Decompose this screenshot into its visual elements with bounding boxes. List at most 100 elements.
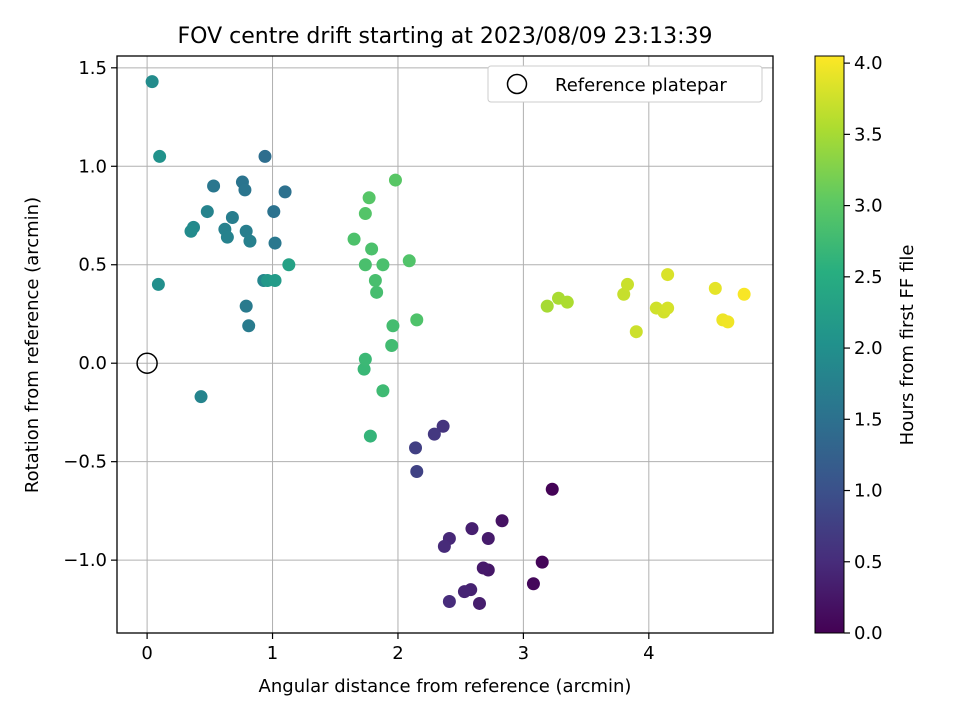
data-point: [545, 482, 559, 496]
data-point: [145, 75, 159, 89]
data-point: [457, 585, 471, 599]
colorbar-tick-label: 3.0: [854, 196, 883, 217]
data-point: [737, 287, 751, 301]
y-tick-label: −0.5: [63, 452, 107, 473]
data-point: [200, 205, 214, 219]
data-point: [363, 429, 377, 443]
chart-title: FOV centre drift starting at 2023/08/09 …: [178, 24, 713, 49]
y-axis-ticks: −1.0 −0.5 0.0 0.5 1.0 1.5: [63, 58, 117, 571]
data-point: [410, 465, 424, 479]
colorbar-tick-label: 3.5: [854, 124, 883, 145]
data-point: [476, 561, 490, 575]
data-point: [661, 268, 675, 282]
legend-label: Reference platepar: [555, 75, 727, 96]
data-point: [409, 441, 423, 455]
x-tick-label: 1: [267, 643, 278, 664]
data-point: [437, 539, 451, 553]
y-tick-label: 1.0: [78, 156, 107, 177]
data-point: [358, 207, 372, 221]
data-point: [442, 594, 456, 608]
data-point: [268, 236, 282, 250]
data-point: [362, 191, 376, 205]
x-tick-label: 2: [392, 643, 403, 664]
y-axis-label: Rotation from reference (arcmin): [22, 197, 43, 493]
data-point: [427, 427, 441, 441]
data-point: [225, 210, 239, 224]
data-point: [242, 319, 256, 333]
legend-reference-marker: [506, 73, 528, 95]
colorbar-gradient: [814, 55, 845, 634]
y-tick-label: 0.5: [78, 255, 107, 276]
x-tick-label: 4: [643, 643, 654, 664]
grid: [117, 56, 773, 633]
y-tick-label: −1.0: [63, 550, 107, 571]
data-point: [278, 185, 292, 199]
data-point: [365, 242, 379, 256]
colorbar-tick-label: 1.0: [854, 481, 883, 502]
data-point: [495, 514, 509, 528]
data-point: [357, 362, 371, 376]
data-point: [370, 285, 384, 299]
data-point: [238, 183, 252, 197]
data-point: [621, 277, 635, 291]
data-point: [535, 555, 549, 569]
x-tick-label: 0: [141, 643, 152, 664]
data-point: [239, 224, 253, 238]
colorbar-tick-label: 2.5: [854, 267, 883, 288]
data-point: [481, 531, 495, 545]
data-point: [220, 230, 234, 244]
reference-marker-layer: [136, 352, 158, 374]
colorbar-tick-label: 1.5: [854, 409, 883, 430]
colorbar-label: Hours from first FF file: [897, 245, 918, 446]
y-tick-label: 0.0: [78, 353, 107, 374]
data-point: [194, 390, 208, 404]
data-point: [268, 273, 282, 287]
data-point: [721, 315, 735, 329]
data-point: [151, 277, 165, 291]
data-point: [560, 295, 574, 309]
x-tick-label: 3: [518, 643, 529, 664]
data-point: [153, 149, 167, 163]
data-points: [145, 75, 751, 610]
data-point: [376, 258, 390, 272]
y-tick-label: 1.5: [78, 58, 107, 79]
colorbar-ticks: 0.0 0.5 1.0 1.5 2.0 2.5 3.0 3.5 4.0: [844, 53, 883, 644]
data-point: [267, 205, 281, 219]
data-point: [207, 179, 221, 193]
data-point: [526, 577, 540, 591]
plot-frame: [116, 55, 774, 634]
colorbar-tick-label: 0.5: [854, 552, 883, 573]
colorbar-tick-label: 4.0: [854, 53, 883, 74]
data-point: [358, 258, 372, 272]
legend: Reference platepar: [487, 65, 763, 103]
data-point: [184, 224, 198, 238]
data-point: [388, 173, 402, 187]
data-point: [386, 319, 400, 333]
colorbar-tick-label: 0.0: [854, 623, 883, 644]
legend-box: [487, 65, 763, 103]
colorbar: 0.0 0.5 1.0 1.5 2.0 2.5 3.0 3.5 4.0 Hours from f…: [814, 53, 918, 644]
data-point: [410, 313, 424, 327]
x-axis-label: Angular distance from reference (arcmin): [259, 676, 632, 697]
data-point: [629, 325, 643, 339]
x-axis-ticks: 0 1 2 3 4: [141, 633, 655, 664]
data-point: [376, 384, 390, 398]
colorbar-tick-label: 2.0: [854, 338, 883, 359]
reference-platepar-marker: [136, 352, 158, 374]
data-point: [436, 419, 450, 433]
data-point: [347, 232, 361, 246]
data-point: [708, 281, 722, 295]
data-point: [385, 338, 399, 352]
data-point: [368, 273, 382, 287]
data-point: [282, 258, 296, 272]
data-point: [617, 287, 631, 301]
data-point: [540, 299, 554, 313]
data-point: [472, 596, 486, 610]
data-point: [358, 352, 372, 366]
data-point: [661, 301, 675, 315]
data-point: [243, 234, 257, 248]
data-point: [402, 254, 416, 268]
data-point: [465, 522, 479, 536]
data-point: [239, 299, 253, 313]
